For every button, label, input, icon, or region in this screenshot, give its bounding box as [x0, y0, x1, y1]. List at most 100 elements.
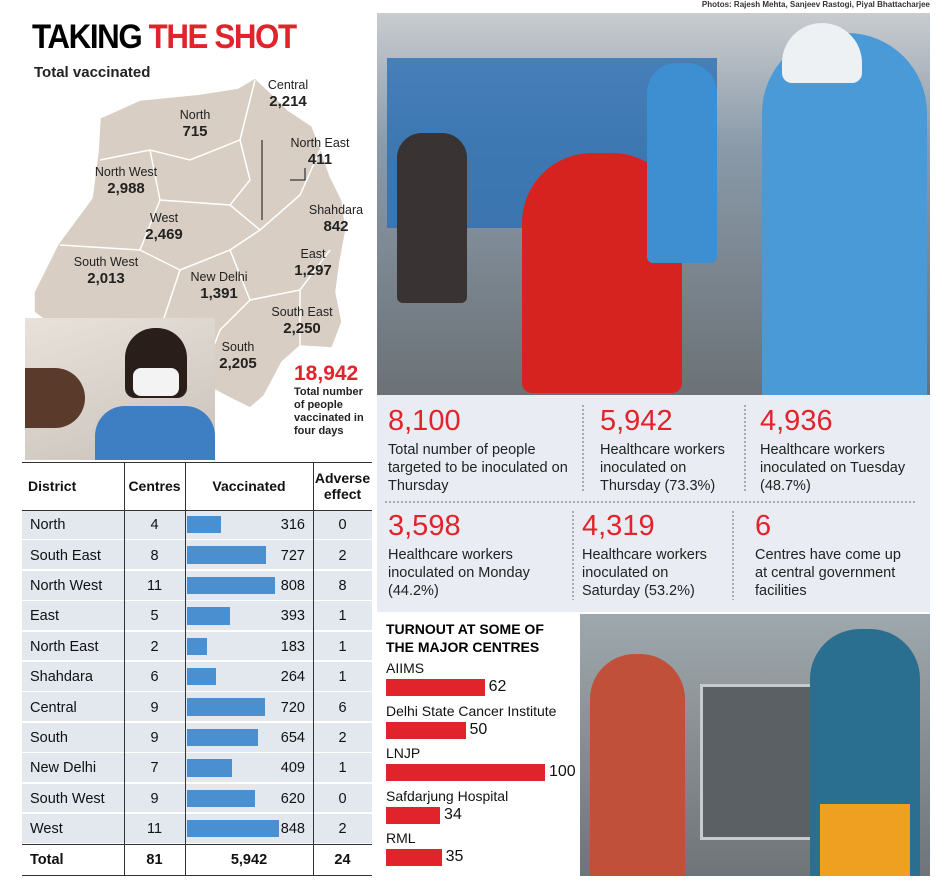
turnout-bar: [386, 764, 545, 781]
table-cell: 0: [338, 517, 347, 534]
region-name: New Delhi: [190, 270, 248, 284]
table-border: [22, 462, 372, 463]
table-cell: 2: [338, 821, 347, 838]
stat-value: 4,319: [582, 510, 655, 542]
region-value: 2,250: [283, 320, 321, 337]
turnout-name: LNJP: [386, 745, 421, 761]
photo-centre: [580, 614, 930, 876]
photo-saree: [820, 804, 910, 876]
table-total: 5,942: [230, 851, 268, 868]
table-cell: 1: [338, 669, 347, 686]
map-total-caption: Total number of people vaccinated in fou…: [294, 386, 364, 437]
region-name: North: [179, 108, 211, 122]
photo-mask: [133, 368, 179, 396]
table-cell: Shahdara: [30, 669, 93, 686]
table-cell: 848: [280, 821, 305, 838]
table-cell: East: [30, 608, 60, 625]
table-cell: 9: [150, 699, 159, 716]
table-cell: 727: [280, 547, 305, 564]
stat-text: Healthcare workers inoculated on Thursda…: [600, 442, 725, 494]
stats-panel: [377, 395, 930, 612]
table-cell: 316: [280, 517, 305, 534]
table-total: 24: [334, 851, 351, 868]
headline-black: TAKING: [32, 18, 143, 56]
table-cell: Central: [30, 699, 77, 716]
table-border: [22, 510, 372, 511]
region-value: 1,297: [294, 262, 332, 279]
photo-inset: [25, 318, 215, 460]
vaccinated-bar: [187, 789, 255, 807]
stat-text: Healthcare workers inoculated on Saturda…: [582, 547, 707, 599]
region-value: 2,214: [269, 93, 307, 110]
table-header: Adverse effect: [314, 470, 371, 502]
photo-chair: [700, 684, 816, 840]
stat-value: 3,598: [388, 510, 461, 542]
table-cell: 8: [338, 577, 347, 594]
vaccinated-bar: [187, 576, 276, 595]
stat-text: Healthcare workers inoculated on Tuesday…: [760, 442, 906, 494]
photo-arm: [25, 368, 85, 428]
map-total: 18,942: [294, 362, 359, 385]
turnout-value: 50: [469, 720, 488, 738]
table-cell: 0: [338, 790, 347, 807]
table-cell: 2: [338, 729, 347, 746]
table-cell: South: [30, 729, 68, 746]
table-cell: 808: [280, 577, 305, 594]
stat-text: Total number of people targeted to be in…: [388, 442, 568, 494]
region-value: 1,391: [200, 285, 238, 302]
turnout-bar: [386, 806, 441, 824]
table-cell: 264: [280, 669, 305, 686]
table-cell: 11: [146, 821, 163, 838]
turnout-value: 62: [488, 678, 507, 695]
table-cell: 2: [150, 638, 159, 655]
table-divider: [124, 462, 125, 875]
table-cell: 1: [338, 638, 347, 655]
table-border: [22, 874, 372, 876]
table-cell: 720: [280, 699, 305, 716]
stats-dividers: [385, 405, 915, 600]
region-name: Shahdara: [308, 203, 364, 217]
table-cell: 2: [338, 547, 347, 564]
table-divider: [313, 462, 314, 875]
region-name: West: [149, 211, 179, 225]
table-cell: 4: [150, 517, 159, 534]
region-value: 411: [307, 151, 333, 168]
photo-woman-left: [590, 654, 685, 876]
table-cell: West: [30, 821, 63, 838]
headline: TAKING THE SHOT: [32, 18, 297, 57]
table-cell: New Delhi: [30, 760, 97, 777]
table-total: 81: [146, 851, 163, 868]
turnout-bar: [386, 679, 485, 696]
vaccinated-bar: [187, 637, 207, 655]
table-header: Vaccinated: [212, 478, 286, 494]
region-value: 2,988: [107, 180, 145, 197]
region-value: 842: [323, 218, 349, 235]
turnout-bar: [386, 721, 466, 739]
table-cell: North: [30, 517, 66, 534]
table-header: District: [28, 478, 77, 494]
table-total: Total: [30, 851, 64, 868]
table-border: [22, 844, 372, 846]
headline-red: THE SHOT: [148, 18, 297, 56]
vaccinated-bar: [187, 820, 280, 838]
photo-man: [397, 133, 467, 303]
region-value: 2,013: [87, 270, 125, 287]
photo-vaccination: [377, 13, 930, 395]
table-cell: 8: [150, 547, 159, 564]
turnout-name: RML: [386, 830, 416, 846]
table-cell: 6: [150, 669, 159, 686]
stat-text: Centres have come up at central governme…: [755, 547, 901, 599]
vaccinated-bar: [187, 516, 222, 534]
turnout-value: 35: [445, 848, 464, 865]
table-cell: 393: [280, 608, 305, 625]
photo-credit: Photos: Rajesh Mehta, Sanjeev Rastogi, P…: [701, 0, 930, 9]
stat-value: 8,100: [388, 405, 461, 437]
table-cell: 409: [280, 760, 305, 777]
region-name: North West: [94, 165, 158, 179]
vaccinated-bar: [187, 668, 216, 686]
turnout-bar: [386, 849, 442, 866]
table-cell: 1: [338, 608, 347, 625]
region-name: North East: [290, 136, 350, 150]
vaccinated-bar: [187, 728, 259, 747]
stat-text: Healthcare workers inoculated on Monday …: [388, 547, 530, 599]
